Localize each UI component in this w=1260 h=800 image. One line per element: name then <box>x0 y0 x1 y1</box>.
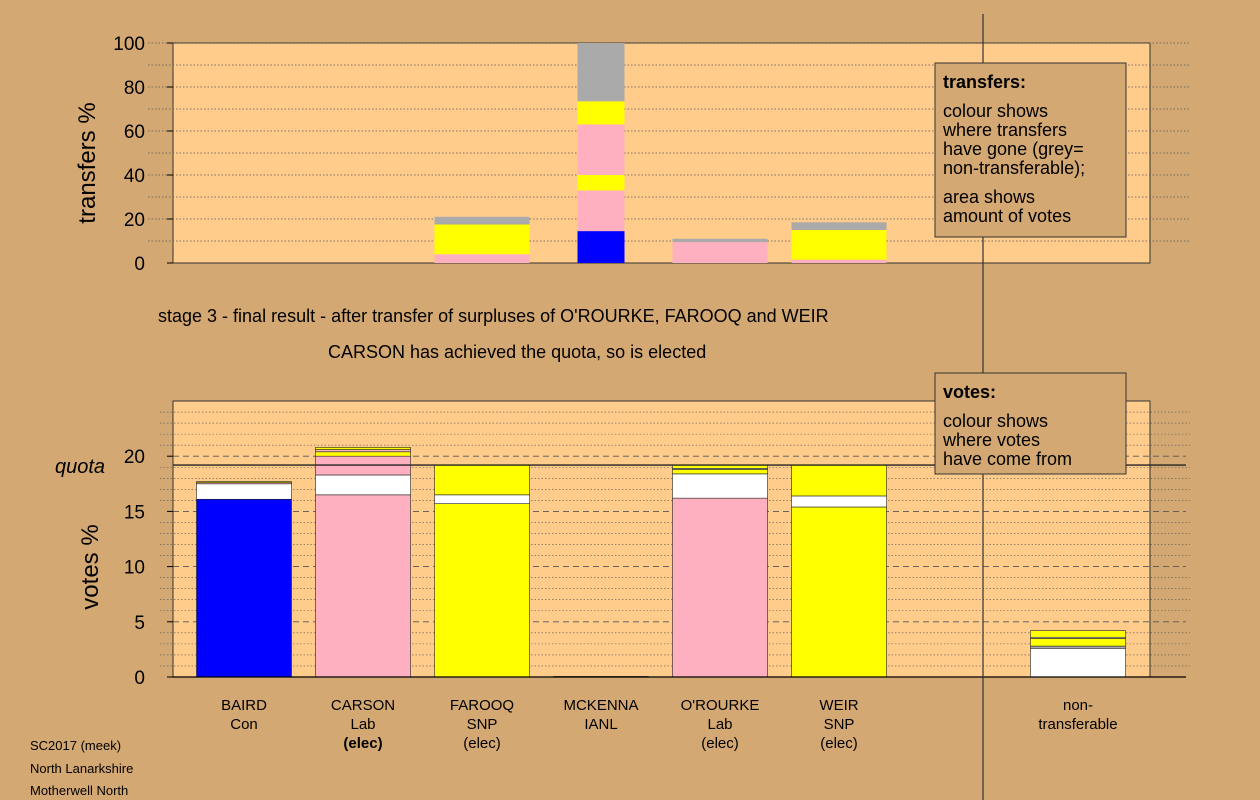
votes-legend-box <box>934 372 1127 475</box>
vote-bar-segment <box>791 495 887 508</box>
footer-council: North Lanarkshire <box>30 761 134 776</box>
candidate-name-label: WEIR <box>819 697 858 714</box>
votes-ytick-label: 15 <box>124 502 145 523</box>
votes-legend-text: have come from <box>943 449 1072 469</box>
elected-caption: CARSON has achieved the quota, so is ele… <box>328 342 707 362</box>
candidate-party-label: Lab <box>350 716 375 733</box>
transfer-bar-segment <box>672 242 768 263</box>
candidate-status-label: (elec) <box>701 735 739 752</box>
vote-bar-segment <box>1030 630 1126 638</box>
candidate-party-label: SNP <box>467 716 498 733</box>
transfer-bar-segment <box>434 254 530 263</box>
candidate-name-label: MCKENNA <box>563 697 638 714</box>
votes-ytick-label: 20 <box>124 447 145 468</box>
candidate-party-label: SNP <box>824 716 855 733</box>
vote-bar-segment <box>315 449 411 453</box>
candidate-name-label: O'ROURKE <box>681 697 760 714</box>
vote-bar-segment <box>672 473 768 499</box>
quota-label: quota <box>55 456 105 478</box>
votes-legend-title: votes: <box>943 382 996 402</box>
candidate-name-label: BAIRD <box>221 697 267 714</box>
transfer-bar-segment <box>672 238 768 243</box>
candidate-status-label: (elec) <box>343 735 382 752</box>
transfers-legend-text: area shows <box>943 187 1035 207</box>
transfer-bar-segment <box>577 43 625 102</box>
vote-bar-segment <box>434 464 530 496</box>
transfer-bar-segment <box>434 216 530 225</box>
transfers-ytick-label: 40 <box>124 166 145 187</box>
vote-bar-segment <box>315 494 411 678</box>
vote-bar-segment <box>791 464 887 497</box>
transfer-bar-segment <box>577 190 625 232</box>
transfers-legend-text: where transfers <box>942 120 1067 140</box>
footer-election: SC2017 (meek) <box>30 738 122 753</box>
transfers-legend-text: amount of votes <box>943 206 1071 226</box>
votes-ytick-label: 0 <box>134 668 145 689</box>
vote-bar-segment <box>196 481 292 483</box>
votes-ytick-label: 5 <box>134 613 145 634</box>
footer-ward: Motherwell North <box>30 783 129 798</box>
candidate-party-label: IANL <box>584 716 617 733</box>
transfer-bar-segment <box>577 101 625 125</box>
vote-bar-segment <box>434 503 530 678</box>
transfers-legend-text: colour shows <box>943 101 1048 121</box>
transfer-bar-segment <box>577 175 625 191</box>
transfer-bar-segment <box>791 259 887 263</box>
candidate-status-label: (elec) <box>820 735 858 752</box>
stage-caption: stage 3 - final result - after transfer … <box>158 306 829 326</box>
transfers-ytick-label: 100 <box>113 34 145 55</box>
transfers-ytick-label: 80 <box>124 78 145 99</box>
candidate-name-label: CARSON <box>331 697 395 714</box>
transfers-legend-text: have gone (grey= <box>943 139 1084 159</box>
votes-legend-text: where votes <box>942 430 1040 450</box>
transfers-legend-text: non-transferable); <box>943 158 1085 178</box>
vote-bar-segment <box>196 498 292 678</box>
transfer-bar-segment <box>434 224 530 255</box>
candidate-party-label: Lab <box>707 716 732 733</box>
vote-bar-segment <box>315 451 411 457</box>
candidate-status-label: (elec) <box>463 735 501 752</box>
vote-bar-segment <box>791 506 887 678</box>
vote-bar-segment <box>196 483 292 500</box>
transfer-bar-segment <box>791 230 887 260</box>
vote-bar-segment <box>1030 645 1126 649</box>
transfers-ytick-label: 0 <box>134 254 145 275</box>
votes-ylabel: votes % <box>77 524 104 609</box>
vote-bar-segment <box>672 497 768 678</box>
vote-bar-segment <box>1030 638 1126 647</box>
votes-ytick-label: 10 <box>124 558 145 579</box>
vote-bar-segment <box>1030 647 1126 678</box>
transfers-legend-title: transfers: <box>943 72 1026 92</box>
vote-bar-segment <box>672 469 768 475</box>
transfer-bar-segment <box>577 124 625 175</box>
candidate-name-label: FAROOQ <box>450 697 514 714</box>
transfers-ylabel: transfers % <box>74 102 101 223</box>
vote-bar-segment <box>434 494 530 504</box>
transfers-legend-box <box>934 62 1127 238</box>
vote-bar-segment <box>315 474 411 496</box>
candidate-party-label: transferable <box>1038 716 1117 733</box>
transfer-bar-segment <box>791 222 887 230</box>
transfer-bar-segment <box>577 231 625 263</box>
transfers-ytick-label: 20 <box>124 210 145 231</box>
votes-legend-text: colour shows <box>943 411 1048 431</box>
transfers-ytick-label: 60 <box>124 122 145 143</box>
candidate-name-label: non- <box>1063 697 1093 714</box>
candidate-party-label: Con <box>230 716 258 733</box>
vote-bar-segment <box>315 447 411 450</box>
